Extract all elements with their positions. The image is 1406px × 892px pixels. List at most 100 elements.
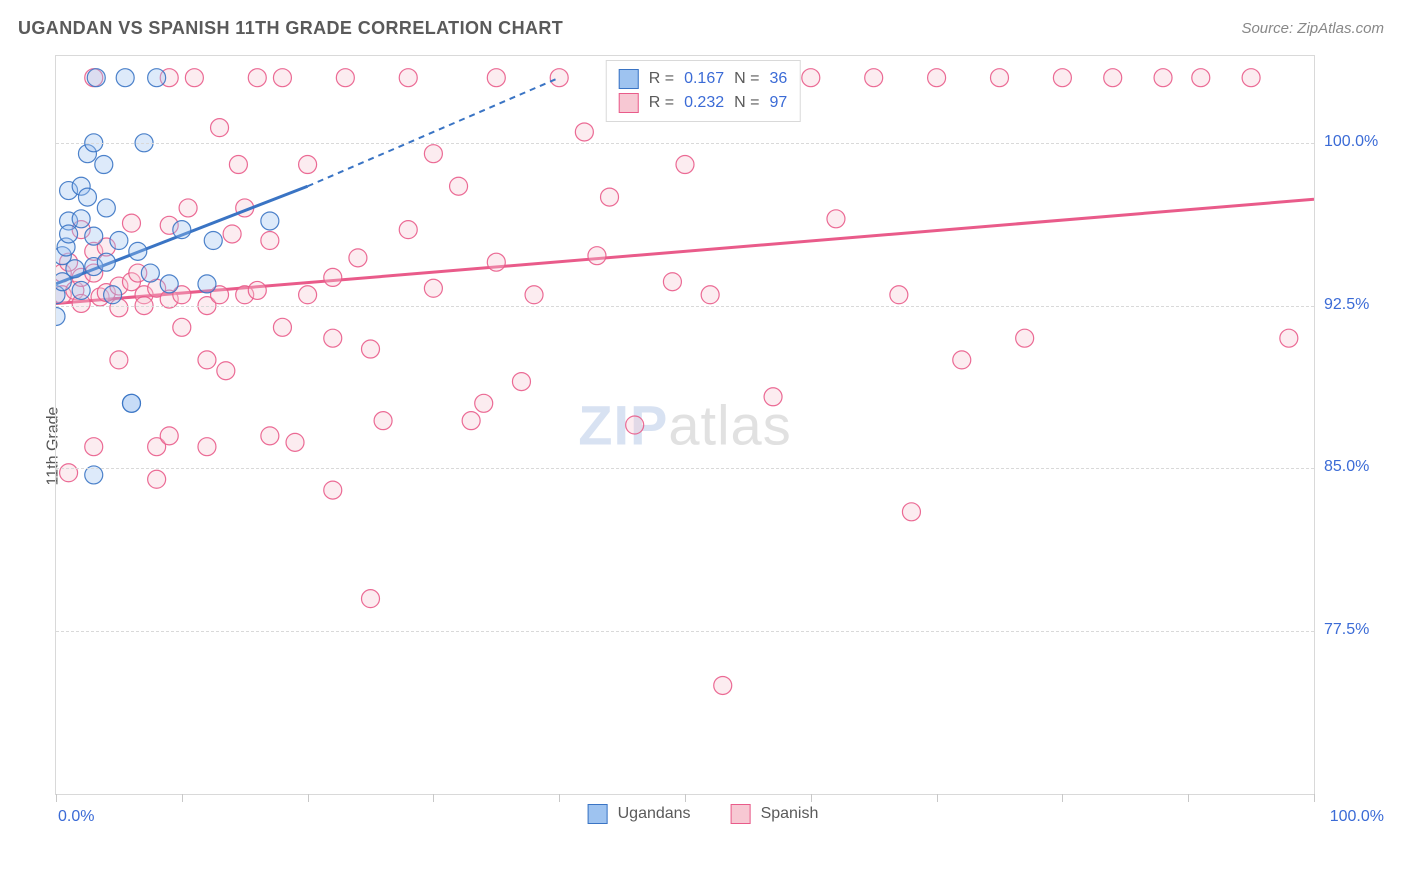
data-point — [129, 242, 147, 260]
legend-correlation: R =0.167N =36R =0.232N =97 — [606, 60, 801, 122]
data-point — [1053, 69, 1071, 87]
data-point — [928, 69, 946, 87]
legend-r-value: 0.167 — [684, 70, 724, 88]
data-point — [261, 232, 279, 250]
data-point — [66, 260, 84, 278]
legend-r-label: R = — [649, 94, 674, 112]
grid-line — [56, 306, 1314, 307]
data-point — [399, 221, 417, 239]
legend-label: Spanish — [761, 805, 819, 823]
data-point — [223, 225, 241, 243]
data-point — [450, 177, 468, 195]
data-point — [764, 388, 782, 406]
data-point — [185, 69, 203, 87]
x-tick — [182, 794, 183, 802]
data-point — [160, 275, 178, 293]
y-tick-label: 92.5% — [1324, 296, 1389, 314]
data-point — [198, 275, 216, 293]
legend-swatch — [731, 804, 751, 824]
data-point — [349, 249, 367, 267]
data-point — [902, 503, 920, 521]
legend-n-label: N = — [734, 70, 759, 88]
scatter-svg — [56, 56, 1314, 794]
data-point — [211, 119, 229, 137]
grid-line — [56, 631, 1314, 632]
legend-r-label: R = — [649, 70, 674, 88]
data-point — [626, 416, 644, 434]
data-point — [198, 438, 216, 456]
data-point — [424, 145, 442, 163]
data-point — [802, 69, 820, 87]
data-point — [575, 123, 593, 141]
grid-line — [56, 468, 1314, 469]
data-point — [173, 221, 191, 239]
data-point — [56, 307, 65, 325]
legend-n-value: 97 — [769, 94, 787, 112]
data-point — [198, 351, 216, 369]
data-point — [85, 227, 103, 245]
data-point — [261, 212, 279, 230]
x-tick — [1314, 794, 1315, 802]
data-point — [462, 412, 480, 430]
data-point — [148, 69, 166, 87]
data-point — [104, 286, 122, 304]
legend-series: Ugandans Spanish — [588, 804, 819, 824]
legend-swatch — [619, 93, 639, 113]
data-point — [324, 268, 342, 286]
data-point — [1154, 69, 1172, 87]
data-point — [1192, 69, 1210, 87]
x-tick — [811, 794, 812, 802]
data-point — [173, 318, 191, 336]
x-min-label: 0.0% — [58, 808, 94, 826]
data-point — [714, 676, 732, 694]
data-point — [374, 412, 392, 430]
x-tick — [685, 794, 686, 802]
data-point — [160, 427, 178, 445]
x-tick — [937, 794, 938, 802]
y-tick-label: 100.0% — [1324, 133, 1389, 151]
legend-item: Spanish — [731, 804, 819, 824]
y-tick-label: 85.0% — [1324, 458, 1389, 476]
data-point — [78, 188, 96, 206]
x-tick — [1188, 794, 1189, 802]
plot-area: ZIPatlas 77.5%85.0%92.5%100.0% — [55, 55, 1315, 795]
data-point — [179, 199, 197, 217]
data-point — [487, 253, 505, 271]
data-point — [512, 373, 530, 391]
data-point — [1280, 329, 1298, 347]
data-point — [324, 481, 342, 499]
data-point — [229, 156, 247, 174]
data-point — [487, 69, 505, 87]
data-point — [601, 188, 619, 206]
legend-r-value: 0.232 — [684, 94, 724, 112]
data-point — [248, 281, 266, 299]
data-point — [286, 433, 304, 451]
x-max-label: 100.0% — [1330, 808, 1384, 826]
data-point — [273, 318, 291, 336]
data-point — [60, 464, 78, 482]
trend-line-dashed — [308, 78, 560, 187]
x-tick — [56, 794, 57, 802]
source-attribution: Source: ZipAtlas.com — [1241, 20, 1384, 37]
data-point — [60, 225, 78, 243]
data-point — [663, 273, 681, 291]
data-point — [336, 69, 354, 87]
data-point — [525, 286, 543, 304]
data-point — [362, 590, 380, 608]
data-point — [97, 253, 115, 271]
data-point — [72, 281, 90, 299]
data-point — [865, 69, 883, 87]
data-point — [399, 69, 417, 87]
legend-swatch — [619, 69, 639, 89]
data-point — [953, 351, 971, 369]
data-point — [72, 210, 90, 228]
data-point — [588, 247, 606, 265]
legend-label: Ugandans — [618, 805, 691, 823]
data-point — [299, 156, 317, 174]
data-point — [1242, 69, 1260, 87]
data-point — [324, 329, 342, 347]
x-tick — [559, 794, 560, 802]
data-point — [827, 210, 845, 228]
data-point — [475, 394, 493, 412]
legend-n-value: 36 — [769, 70, 787, 88]
